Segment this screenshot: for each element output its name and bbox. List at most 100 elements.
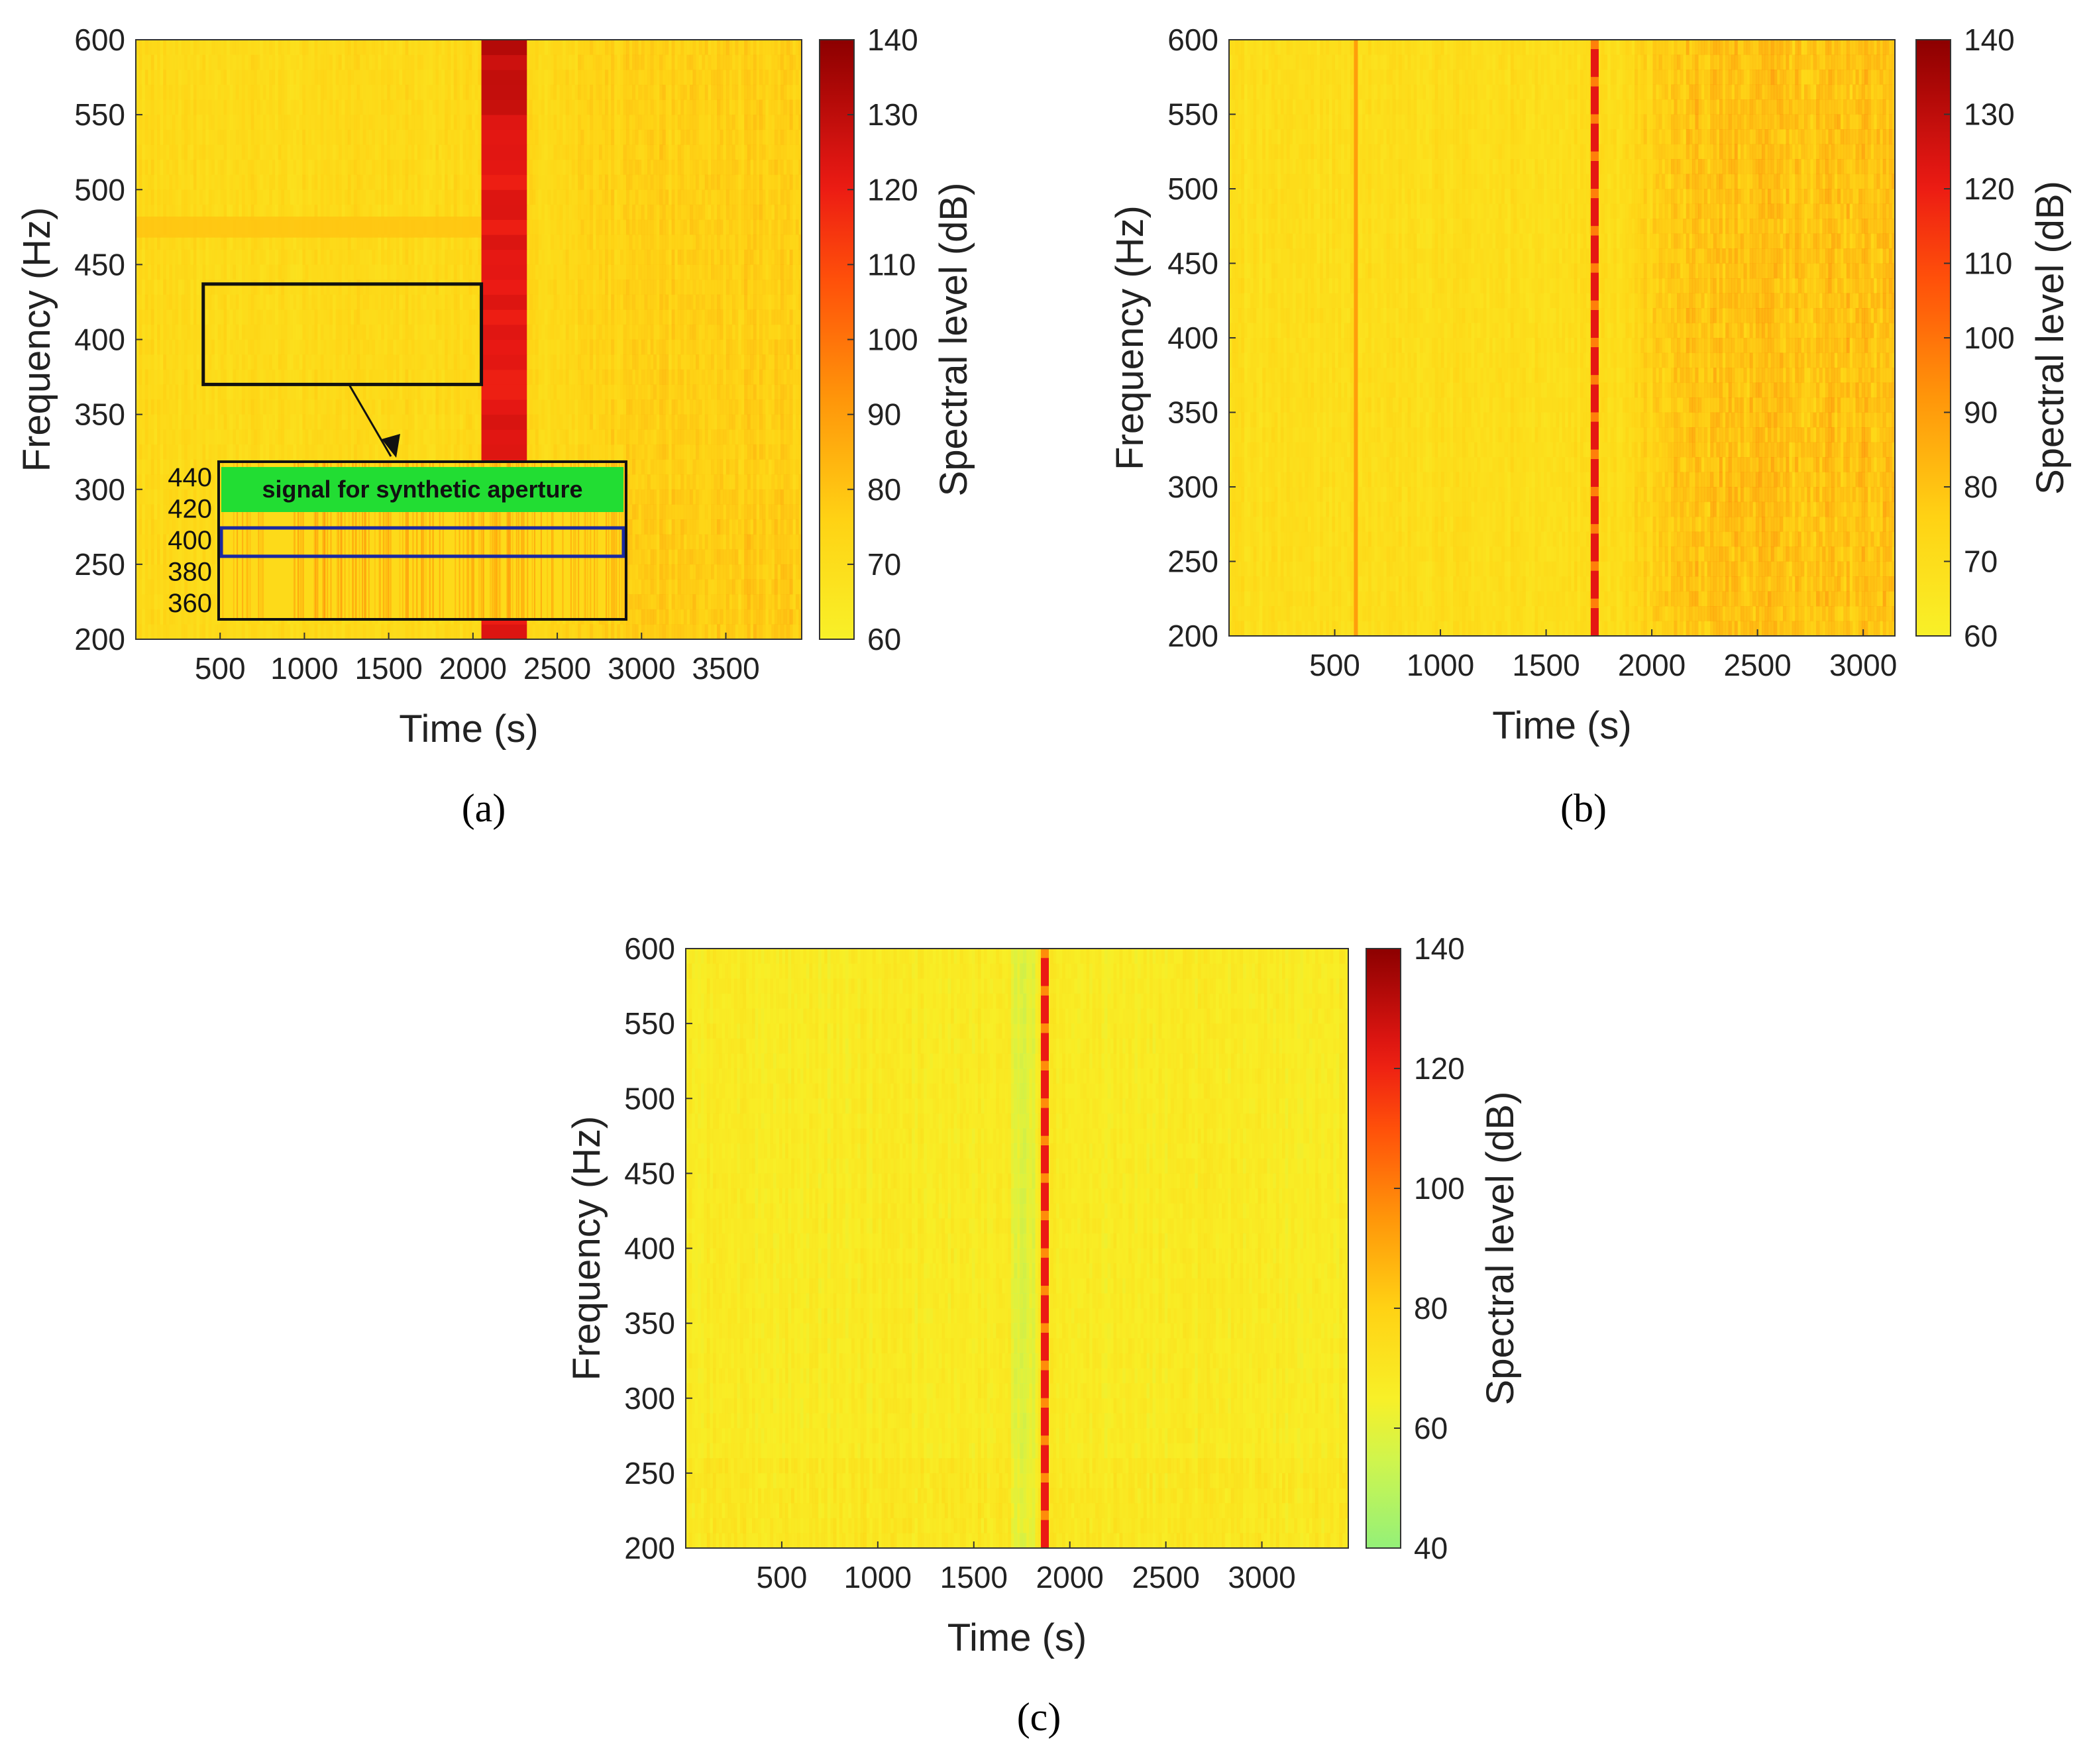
heatmap-cell xyxy=(478,115,482,130)
heatmap-cell xyxy=(417,429,421,445)
heatmap-cell xyxy=(405,99,409,115)
heatmap-cell xyxy=(148,144,152,160)
heatmap-cell xyxy=(372,129,376,145)
heatmap-cell xyxy=(181,264,185,280)
heatmap-cell xyxy=(381,309,385,325)
heatmap-cell xyxy=(272,384,276,400)
heatmap-cell xyxy=(302,99,306,115)
heatmap-cell xyxy=(314,99,318,115)
heatmap-cell xyxy=(233,354,237,370)
heatmap-cell xyxy=(199,624,203,640)
heatmap-cell xyxy=(150,564,154,580)
heatmap-cell xyxy=(335,70,339,85)
heatmap-cell xyxy=(272,369,276,385)
heatmap-cell xyxy=(308,160,312,176)
heatmap-cell xyxy=(281,249,285,265)
heatmap-cell xyxy=(456,280,460,295)
heatmap-cell xyxy=(317,624,321,640)
heatmap-cell xyxy=(347,129,351,145)
heatmap-cell xyxy=(262,99,267,115)
heatmap-cell xyxy=(402,369,406,385)
heatmap-cell xyxy=(187,564,191,580)
heatmap-cell xyxy=(296,129,300,145)
heatmap-cell xyxy=(163,264,167,280)
heatmap-cell xyxy=(368,369,372,385)
heatmap-cell xyxy=(432,84,436,101)
heatmap-cell xyxy=(160,489,164,505)
heatmap-cell xyxy=(326,339,330,355)
heatmap-cell xyxy=(308,84,312,101)
heatmap-cell xyxy=(302,384,306,400)
heatmap-cell xyxy=(366,99,370,115)
heatmap-cell xyxy=(190,99,194,115)
heatmap-cell xyxy=(387,54,391,70)
heatmap-cell xyxy=(390,294,394,310)
heatmap-cell xyxy=(208,384,212,400)
heatmap-cell xyxy=(260,354,264,370)
heatmap-cell xyxy=(347,70,351,85)
heatmap-cell xyxy=(468,84,472,101)
heatmap-cell xyxy=(205,504,209,520)
heatmap-cell xyxy=(414,264,418,280)
heatmap-cell xyxy=(262,264,267,280)
heatmap-cell xyxy=(169,414,173,430)
heatmap-cell xyxy=(208,549,212,565)
heatmap-cell xyxy=(408,369,412,385)
heatmap-cell xyxy=(426,84,430,101)
heatmap-cell xyxy=(453,40,457,56)
heatmap-cell xyxy=(362,294,366,310)
heatmap-cell xyxy=(405,144,409,160)
heatmap-cell xyxy=(193,399,197,415)
heatmap-cell xyxy=(445,160,449,176)
heatmap-cell xyxy=(233,339,237,355)
heatmap-cell xyxy=(150,339,154,355)
heatmap-cell xyxy=(184,504,188,520)
heatmap-cell xyxy=(335,444,339,460)
heatmap-cell xyxy=(320,324,324,340)
heatmap-cell xyxy=(405,624,409,640)
heatmap-cell xyxy=(320,339,324,355)
heatmap-cell xyxy=(465,160,470,176)
heatmap-cell xyxy=(405,384,409,400)
heatmap-cell xyxy=(465,309,470,325)
heatmap-cell xyxy=(456,115,460,130)
heatmap-cell xyxy=(284,70,288,85)
heatmap-cell xyxy=(332,234,337,250)
heatmap-cell xyxy=(172,354,176,370)
heatmap-cell xyxy=(423,70,427,85)
heatmap-cell xyxy=(150,429,154,445)
heatmap-cell xyxy=(220,324,225,340)
heatmap-cell xyxy=(196,474,200,490)
heatmap-cell xyxy=(278,369,282,385)
heatmap-cell xyxy=(356,40,360,56)
heatmap-cell xyxy=(160,189,164,205)
heatmap-cell xyxy=(256,54,260,70)
heatmap-cell xyxy=(181,204,185,221)
heatmap-cell xyxy=(356,144,360,160)
heatmap-cell xyxy=(393,249,397,265)
heatmap-cell xyxy=(193,339,197,355)
heatmap-cell xyxy=(320,624,324,640)
heatmap-cell xyxy=(142,429,146,445)
heatmap-cell xyxy=(465,294,470,310)
heatmap-cell xyxy=(172,280,176,295)
heatmap-cell xyxy=(350,144,354,160)
heatmap-cell xyxy=(196,534,200,550)
heatmap-cell xyxy=(366,280,370,295)
heatmap-cell xyxy=(356,84,360,101)
heatmap-cell xyxy=(468,234,472,250)
heatmap-cell xyxy=(138,354,142,370)
heatmap-cell xyxy=(411,294,415,310)
heatmap-cell xyxy=(229,204,233,221)
heatmap-cell xyxy=(138,234,142,250)
heatmap-cell xyxy=(459,444,463,460)
heatmap-cell xyxy=(181,594,185,610)
heatmap-cell xyxy=(193,174,197,190)
heatmap-cell xyxy=(378,369,382,385)
heatmap-cell xyxy=(269,339,273,355)
heatmap-cell xyxy=(339,54,343,70)
heatmap-cell xyxy=(293,324,297,340)
heatmap-cell xyxy=(405,174,409,190)
heatmap-cell xyxy=(260,444,264,460)
heatmap-cell xyxy=(474,144,478,160)
